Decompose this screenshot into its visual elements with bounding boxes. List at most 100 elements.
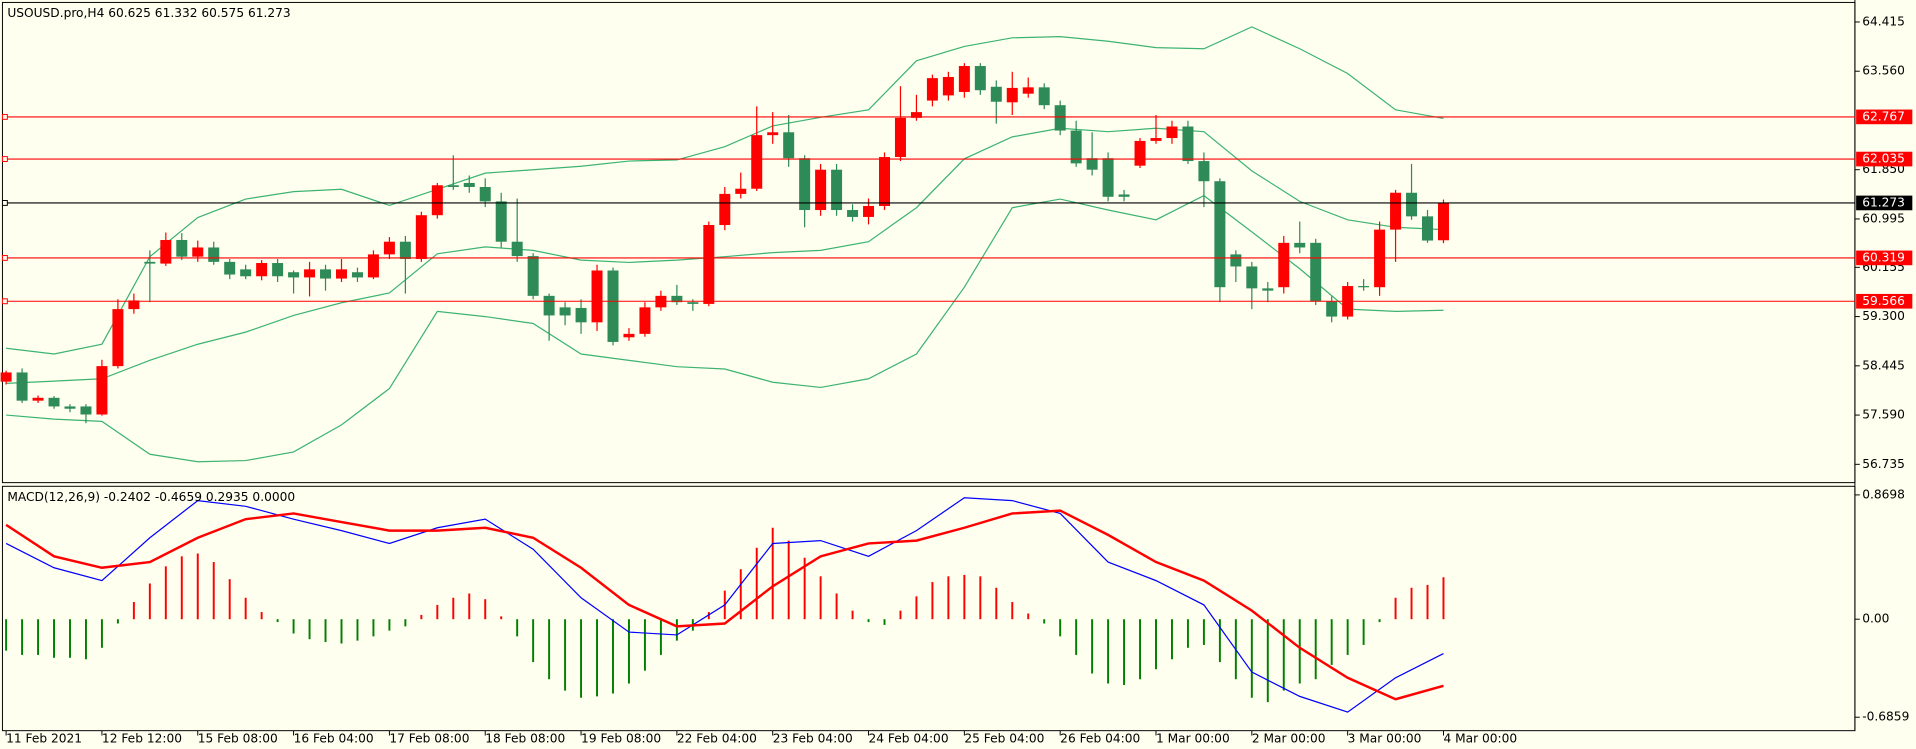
candle-body bbox=[958, 66, 970, 92]
level-label-bg bbox=[1856, 250, 1913, 266]
signal-line bbox=[5, 509, 1444, 701]
candle-body bbox=[80, 406, 92, 415]
candle-body bbox=[1198, 161, 1210, 182]
x-tick-label: 25 Feb 04:00 bbox=[964, 732, 1044, 746]
level-label: 60.319 bbox=[1862, 250, 1905, 264]
candle-body bbox=[351, 272, 363, 278]
candle-body bbox=[144, 261, 156, 264]
candle-body bbox=[96, 366, 108, 415]
candle-body bbox=[192, 247, 204, 257]
y-tick-label: 63.560 bbox=[1862, 64, 1905, 78]
candle-body bbox=[1022, 87, 1034, 94]
candle-body bbox=[224, 261, 236, 275]
y-tick-label: 64.415 bbox=[1862, 14, 1905, 28]
y-tick-label: 0.8698 bbox=[1862, 487, 1905, 501]
candle-body bbox=[942, 76, 954, 96]
x-tick-label: 18 Feb 08:00 bbox=[485, 732, 565, 746]
candle-body bbox=[1006, 87, 1018, 103]
candle-body bbox=[447, 185, 459, 187]
x-tick-label: 3 Mar 00:00 bbox=[1348, 732, 1422, 746]
candle-body bbox=[1118, 194, 1130, 197]
level-marker bbox=[1, 298, 8, 305]
candle-body bbox=[815, 169, 827, 211]
candle-body bbox=[910, 112, 922, 118]
candle-body bbox=[767, 132, 779, 136]
candle-body bbox=[16, 372, 28, 401]
x-tick-label: 23 Feb 04:00 bbox=[773, 732, 853, 746]
candle-body bbox=[415, 215, 427, 259]
candle-body bbox=[1390, 192, 1402, 230]
candle-body bbox=[399, 241, 411, 259]
level-marker bbox=[1, 113, 8, 120]
candle-body bbox=[527, 256, 539, 296]
candle-body bbox=[879, 157, 890, 206]
x-tick-label: 19 Feb 08:00 bbox=[581, 732, 661, 746]
level-label: 62.035 bbox=[1862, 152, 1905, 166]
candle-body bbox=[926, 78, 938, 101]
candle-body bbox=[1437, 202, 1449, 241]
candle-body bbox=[112, 309, 124, 367]
candle-body bbox=[1214, 181, 1226, 288]
candle-body bbox=[607, 270, 619, 342]
level-label: 62.767 bbox=[1862, 109, 1905, 123]
candle-body bbox=[799, 158, 811, 211]
x-tick-label: 17 Feb 08:00 bbox=[389, 732, 469, 746]
candle-body bbox=[1182, 126, 1194, 162]
level-label: 61.273 bbox=[1862, 195, 1905, 209]
candle-body bbox=[64, 406, 76, 409]
candle-body bbox=[1406, 192, 1418, 217]
candle-body bbox=[1262, 288, 1274, 291]
candle-body bbox=[176, 239, 188, 257]
candle-body bbox=[559, 307, 571, 316]
band-middle bbox=[6, 127, 1444, 385]
level-marker bbox=[1, 156, 8, 162]
candle-body bbox=[974, 66, 986, 91]
y-tick-label: 57.590 bbox=[1862, 408, 1905, 422]
x-tick-label: 16 Feb 04:00 bbox=[294, 732, 374, 746]
y-tick-label: 58.445 bbox=[1862, 358, 1905, 372]
level-label-bg bbox=[1856, 293, 1913, 309]
candle-body bbox=[623, 333, 635, 338]
candle-body bbox=[735, 188, 747, 194]
candle-body bbox=[383, 241, 395, 255]
candle-body bbox=[32, 397, 44, 401]
candle-body bbox=[990, 86, 1002, 102]
level-label: 59.566 bbox=[1862, 294, 1905, 308]
x-tick-label: 26 Feb 04:00 bbox=[1060, 732, 1140, 746]
x-tick-label: 1 Mar 00:00 bbox=[1156, 732, 1230, 746]
candle-body bbox=[687, 302, 699, 304]
candle-body bbox=[1150, 138, 1162, 141]
candle-body bbox=[751, 135, 763, 189]
plot-layer: 64.41563.56061.85060.99560.15559.30058.4… bbox=[0, 14, 1913, 746]
candle-body bbox=[431, 185, 443, 216]
candle-body bbox=[1086, 158, 1098, 170]
candle-body bbox=[1294, 242, 1306, 248]
x-tick-label: 2 Mar 00:00 bbox=[1252, 732, 1326, 746]
candle-body bbox=[335, 269, 347, 279]
candle-body bbox=[1166, 126, 1178, 139]
candle-body bbox=[48, 397, 60, 407]
candle-body bbox=[1358, 286, 1370, 288]
macd-title: MACD(12,26,9) -0.2402 -0.4659 0.2935 0.0… bbox=[7, 490, 295, 504]
candle-body bbox=[863, 205, 875, 217]
candle-body bbox=[894, 117, 906, 158]
candle-body bbox=[463, 182, 475, 187]
level-label-bg bbox=[1856, 151, 1913, 167]
candle-body bbox=[1310, 242, 1322, 302]
x-tick-label: 24 Feb 04:00 bbox=[869, 732, 949, 746]
candle-body bbox=[160, 239, 172, 264]
candle-body bbox=[511, 241, 523, 257]
y-tick-label: 56.735 bbox=[1862, 457, 1905, 471]
level-marker bbox=[1, 200, 8, 206]
candle-body bbox=[208, 247, 220, 262]
candle-body bbox=[1054, 105, 1066, 131]
candle-body bbox=[543, 295, 555, 316]
candle-body bbox=[495, 201, 507, 242]
candle-body bbox=[288, 272, 300, 278]
candle-body bbox=[320, 269, 332, 279]
candle-body bbox=[831, 169, 843, 211]
candle-body bbox=[304, 269, 316, 278]
